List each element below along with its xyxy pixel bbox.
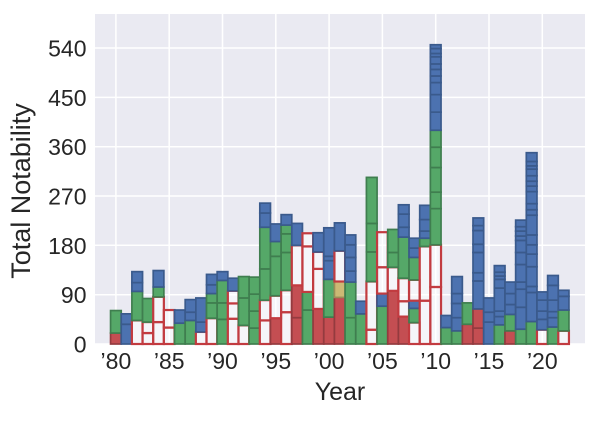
svg-text:’10: ’10 xyxy=(420,348,451,374)
svg-text:’20: ’20 xyxy=(527,348,558,374)
svg-text:270: 270 xyxy=(48,184,86,210)
svg-text:180: 180 xyxy=(48,233,86,259)
svg-text:0: 0 xyxy=(74,332,87,358)
svg-text:540: 540 xyxy=(48,36,86,62)
svg-text:’90: ’90 xyxy=(207,348,238,374)
svg-text:450: 450 xyxy=(48,85,86,111)
svg-text:90: 90 xyxy=(61,282,87,308)
svg-text:360: 360 xyxy=(48,134,86,160)
svg-text:’05: ’05 xyxy=(367,348,398,374)
svg-text:’15: ’15 xyxy=(474,348,505,374)
svg-text:’95: ’95 xyxy=(260,348,291,374)
svg-text:’80: ’80 xyxy=(101,348,132,374)
svg-text:’00: ’00 xyxy=(314,348,345,374)
svg-text:Year: Year xyxy=(315,378,366,406)
svg-text:’85: ’85 xyxy=(154,348,185,374)
svg-text:Total Notability: Total Notability xyxy=(6,103,36,279)
